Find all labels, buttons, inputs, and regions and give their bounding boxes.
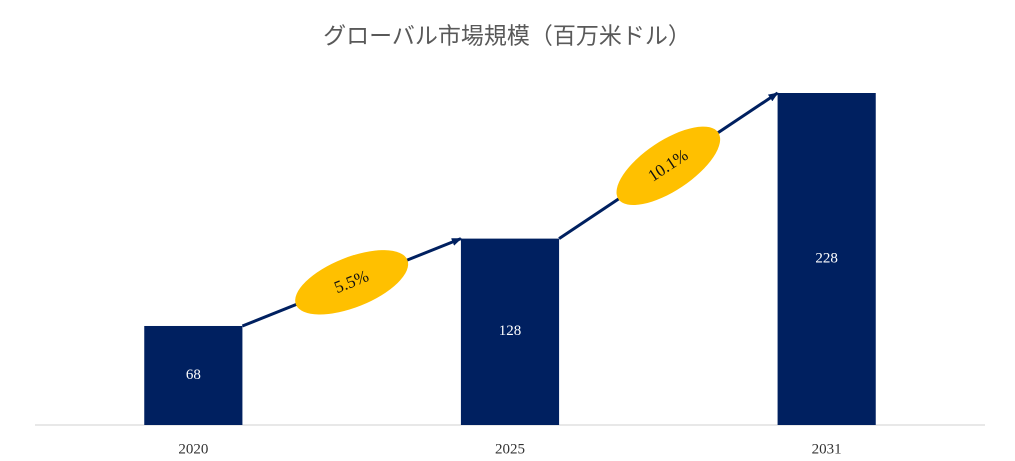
- value-label: 68: [186, 367, 201, 383]
- x-tick-label: 2020: [178, 441, 208, 457]
- value-label: 228: [815, 250, 838, 266]
- badge-ellipse: [616, 126, 721, 206]
- growth-badge: 5.5%: [295, 250, 409, 315]
- x-tick-label: 2025: [495, 441, 525, 457]
- value-label: 128: [499, 323, 522, 339]
- badge-ellipse: [295, 250, 409, 315]
- bar: [777, 93, 876, 425]
- bar: [460, 238, 560, 425]
- x-tick-label: 2031: [812, 441, 842, 457]
- chart-title: グローバル市場規模（百万米ドル）: [323, 23, 691, 48]
- growth-badge: 10.1%: [616, 126, 721, 206]
- bar: [144, 325, 243, 425]
